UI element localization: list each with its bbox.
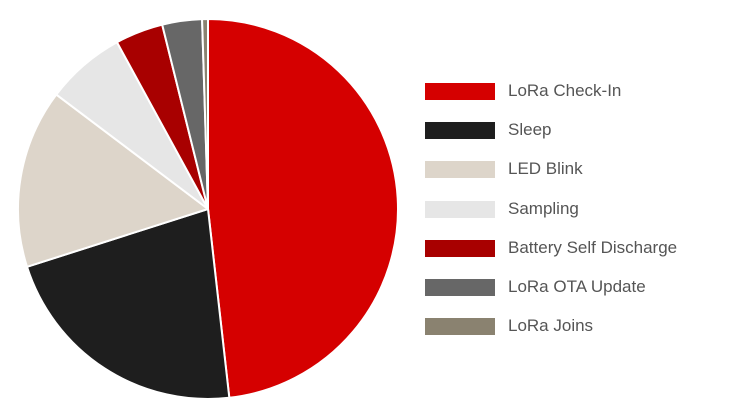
legend-swatch — [425, 318, 495, 336]
legend-item[interactable]: LoRa Joins — [425, 315, 677, 354]
legend-label: LoRa Check-In — [508, 81, 622, 100]
legend-item[interactable]: LoRa Check-In — [425, 80, 677, 119]
legend-item[interactable]: LED Blink — [425, 158, 677, 197]
legend-label: Battery Self Discharge — [508, 237, 678, 257]
legend-label: Sampling — [508, 198, 579, 218]
pie-slice-6[interactable] — [201, 17, 209, 210]
legend-item[interactable]: LoRa OTA Update — [425, 276, 677, 315]
pie-slice-1[interactable] — [26, 208, 231, 400]
legend-swatch — [425, 278, 495, 296]
legend-label: Sleep — [508, 120, 552, 140]
legend-item[interactable]: Sleep — [425, 119, 677, 158]
legend-swatch — [425, 122, 495, 140]
legend-item[interactable]: Sampling — [425, 198, 677, 237]
legend-label: LoRa Joins — [508, 316, 594, 336]
legend-item[interactable]: Battery Self Discharge — [425, 237, 677, 276]
pie-slice-2[interactable] — [17, 93, 209, 268]
legend-label: LoRa OTA Update — [508, 276, 646, 296]
legend-label: LED Blink — [508, 159, 583, 179]
legend-swatch — [425, 161, 495, 179]
legend-swatch — [425, 200, 495, 218]
pie-slice-0[interactable] — [207, 18, 399, 399]
legend-swatch — [425, 83, 495, 100]
legend-swatch — [425, 239, 495, 257]
legend: LoRa Check-In Sleep LED Blink Sampling Batte… — [425, 80, 677, 354]
